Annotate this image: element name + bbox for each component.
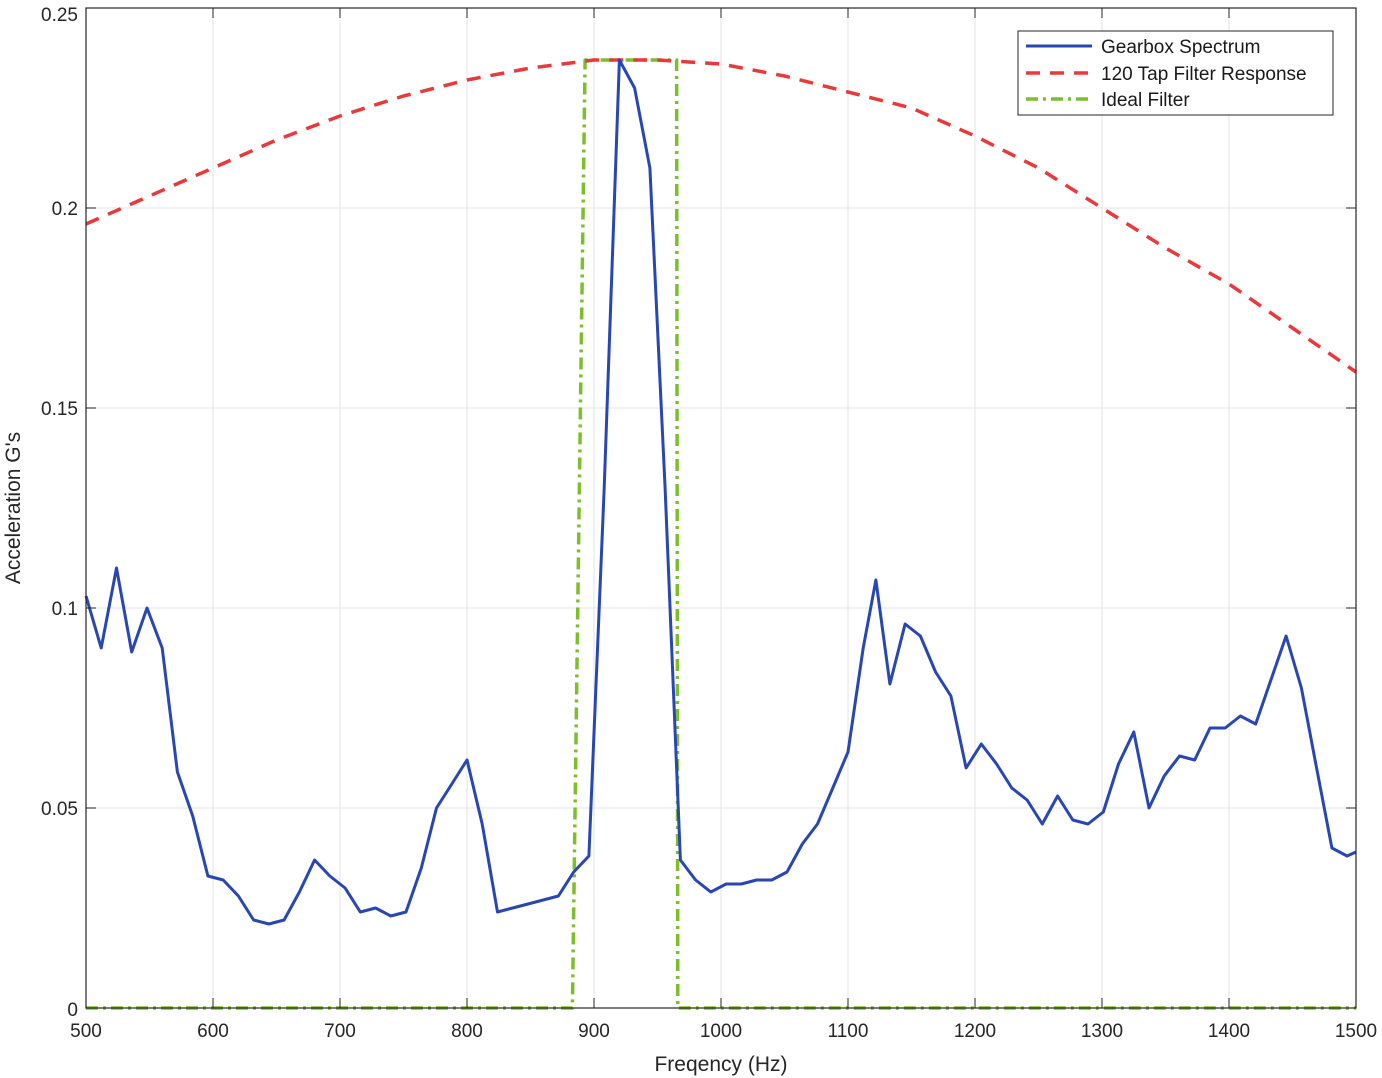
x-axis-label: Freqency (Hz) bbox=[654, 1053, 787, 1076]
x-tick-label: 1000 bbox=[700, 1021, 742, 1042]
axis-ticks: 500 600 700 800 900 1000 1100 1200 1300 1400 1500 0… bbox=[41, 5, 1377, 1042]
legend-label-ideal-filter: Ideal Filter bbox=[1101, 90, 1190, 111]
legend: Gearbox Spectrum 120 Tap Filter Response… bbox=[1017, 30, 1334, 116]
y-tick-label: 0.15 bbox=[41, 399, 78, 420]
x-tick-label: 1200 bbox=[954, 1021, 996, 1042]
x-tick-label: 1500 bbox=[1335, 1021, 1377, 1042]
y-tick-label: 0.1 bbox=[52, 599, 78, 620]
legend-label-tap-filter-response: 120 Tap Filter Response bbox=[1101, 64, 1307, 85]
series-line-ideal-filter bbox=[86, 58, 1356, 1010]
x-tick-label: 700 bbox=[324, 1021, 356, 1042]
x-tick-label: 1300 bbox=[1081, 1021, 1123, 1042]
y-tick-label: 0 bbox=[67, 1000, 78, 1021]
x-tick-label: 1100 bbox=[828, 1021, 869, 1042]
series-layer bbox=[84, 58, 1357, 1010]
x-tick-label: 600 bbox=[197, 1021, 229, 1042]
series-line-gearbox-spectrum bbox=[84, 58, 1357, 926]
y-tick-label: 0.2 bbox=[52, 199, 78, 220]
y-tick-label: 0.05 bbox=[41, 799, 78, 820]
x-tick-label: 800 bbox=[451, 1021, 483, 1042]
x-tick-label: 500 bbox=[70, 1021, 102, 1042]
x-tick-label: 1400 bbox=[1208, 1021, 1250, 1042]
y-axis-label: Acceleration G's bbox=[2, 432, 25, 584]
y-tick-label: 0.25 bbox=[41, 5, 78, 26]
legend-label-gearbox-spectrum: Gearbox Spectrum bbox=[1101, 37, 1260, 58]
x-tick-label: 900 bbox=[578, 1021, 610, 1042]
